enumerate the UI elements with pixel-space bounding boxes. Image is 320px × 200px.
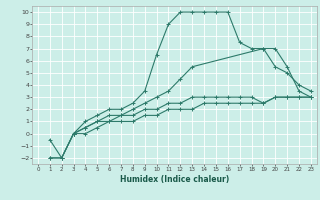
X-axis label: Humidex (Indice chaleur): Humidex (Indice chaleur) [120,175,229,184]
